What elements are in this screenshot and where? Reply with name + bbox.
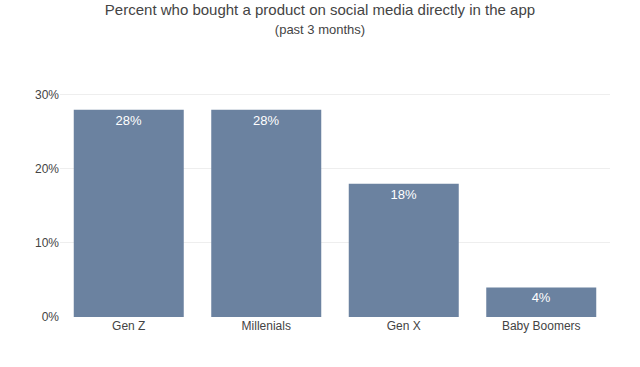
svg-text:18%: 18% [391,187,417,202]
svg-text:28%: 28% [253,113,279,128]
svg-text:4%: 4% [532,290,551,305]
svg-text:28%: 28% [116,113,142,128]
svg-text:20%: 20% [35,162,59,176]
svg-text:Millenials: Millenials [242,319,291,333]
svg-text:30%: 30% [35,88,59,102]
svg-text:0%: 0% [42,310,60,324]
svg-text:10%: 10% [35,236,59,250]
svg-text:Baby Boomers: Baby Boomers [502,319,581,333]
svg-text:Percent who bought a product o: Percent who bought a product on social m… [105,1,535,38]
svg-text:Gen X: Gen X [387,319,421,333]
svg-text:Gen Z: Gen Z [112,319,145,333]
